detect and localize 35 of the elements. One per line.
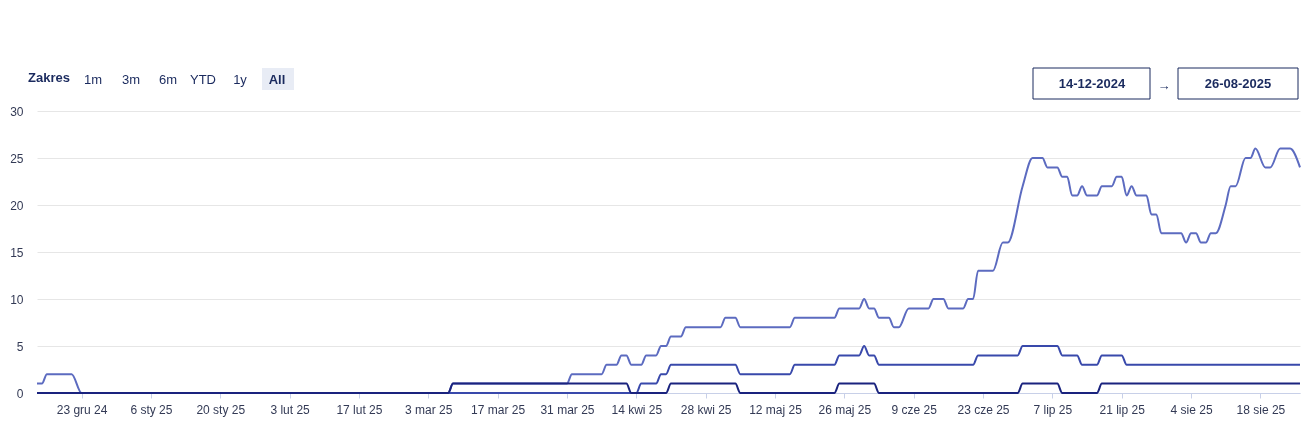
text: → — [1157, 78, 1171, 93]
x-tick-label: 26 maj 25 — [818, 402, 872, 417]
text: 26-08-2025 — [1204, 76, 1272, 91]
x-tick-label: 17 lut 25 — [336, 402, 383, 417]
x-tick-label: 7 lip 25 — [1033, 402, 1073, 417]
x-tick-label: 23 cze 25 — [957, 402, 1010, 417]
text: 1m — [83, 72, 103, 87]
x-tick-label: 31 mar 25 — [540, 402, 595, 417]
x-tick-label: 23 gru 24 — [56, 402, 108, 417]
x-tick-label: 4 sie 25 — [1170, 402, 1213, 417]
x-tick-label: 3 mar 25 — [405, 402, 453, 417]
y-tick-label: 15 — [10, 245, 24, 260]
text: 6m — [158, 72, 178, 87]
x-tick-label: 17 mar 25 — [471, 402, 526, 417]
x-tick-label: 12 maj 25 — [749, 402, 803, 417]
y-tick-label: 25 — [10, 151, 24, 166]
x-tick-label: 3 lut 25 — [270, 402, 311, 417]
x-tick-label: 28 kwi 25 — [680, 402, 732, 417]
y-tick-label: 20 — [10, 198, 24, 213]
y-tick-label: 30 — [10, 104, 24, 119]
x-tick-label: 20 sty 25 — [196, 402, 246, 417]
y-tick-label: 5 — [16, 339, 24, 354]
x-tick-label: 14 kwi 25 — [611, 402, 663, 417]
x-tick-label: 21 lip 25 — [1099, 402, 1146, 417]
text: YTD — [190, 72, 216, 87]
x-tick-label: 6 sty 25 — [130, 402, 173, 417]
y-tick-label: 10 — [10, 292, 24, 307]
text: 3m — [121, 72, 141, 87]
y-tick-label: 0 — [16, 386, 24, 401]
x-tick-label: 18 sie 25 — [1236, 402, 1286, 417]
x-tick-label: 9 cze 25 — [891, 402, 938, 417]
text: 14-12-2024 — [1058, 76, 1127, 91]
text: All — [268, 72, 286, 87]
text: Zakres — [28, 70, 70, 85]
text: 1y — [233, 72, 248, 87]
